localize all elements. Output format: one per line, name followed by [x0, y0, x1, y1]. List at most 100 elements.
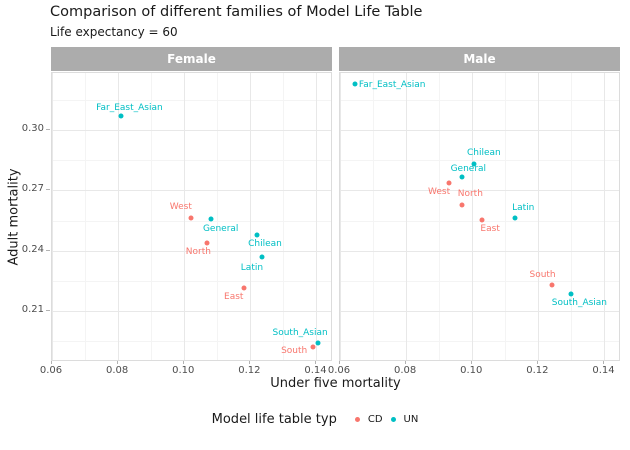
point-label-far_east_asian: Far_East_Asian [96, 103, 163, 114]
x-tick-label: 0.12 [526, 365, 549, 376]
y-tick-label: 0.21 [21, 303, 44, 315]
y-tick-mark [46, 309, 50, 311]
x-axis-title: Under five mortality [270, 376, 401, 391]
gridline-minor-vertical [373, 73, 375, 360]
gridline-major-horizontal [340, 190, 619, 192]
data-point-west [446, 180, 452, 186]
x-tick-label: 0.12 [238, 365, 261, 376]
gridline-minor-vertical [85, 73, 87, 360]
gridline-major-horizontal [340, 310, 619, 312]
data-point-far_east_asian [352, 81, 358, 87]
y-tick-label: 0.30 [21, 123, 44, 135]
point-label-west: West [428, 187, 451, 198]
data-point-general [208, 216, 214, 221]
data-point-east [479, 217, 485, 222]
data-point-south [549, 282, 555, 288]
point-label-north: North [185, 246, 211, 257]
y-tick-mark [46, 129, 50, 131]
x-tick-mark [315, 361, 317, 364]
legend-items: CD UN [347, 414, 419, 425]
gridline-minor-horizontal [52, 100, 331, 102]
gridline-minor-horizontal [52, 220, 331, 222]
x-tick-label: 0.10 [460, 365, 483, 376]
x-tick-mark [405, 361, 407, 364]
x-tick-label: 0.06 [327, 365, 351, 376]
chart-title: Comparison of different families of Mode… [50, 4, 423, 20]
point-label-latin: Latin [240, 262, 264, 273]
facet-strip: Female [51, 47, 332, 71]
x-tick-label: 0.10 [172, 365, 195, 376]
gridline-minor-horizontal [52, 280, 331, 282]
gridline-major-vertical [538, 73, 540, 360]
data-point-chilean [471, 161, 477, 167]
gridline-major-horizontal [52, 250, 331, 252]
gridline-major-vertical [316, 73, 318, 360]
gridline-major-vertical [52, 73, 53, 360]
gridline-major-horizontal [52, 130, 331, 132]
gridline-minor-horizontal [52, 340, 331, 342]
legend-item-label: UN [403, 414, 419, 425]
x-tick-label: 0.06 [39, 365, 63, 376]
point-label-general: General [450, 164, 487, 175]
facet-strip-label: Male [463, 52, 496, 66]
legend: Model life table typ CD UN [0, 412, 630, 427]
chart-subtitle: Life expectancy = 60 [50, 25, 178, 39]
gridline-major-horizontal [52, 190, 331, 192]
x-tick-mark [249, 361, 251, 364]
legend-item-un: UN [390, 414, 419, 425]
facet-strip: Male [339, 47, 620, 71]
facet-panel-male: Far_East_Asian Chilean General West North Eas… [339, 72, 620, 361]
data-point-far_east_asian [118, 113, 124, 119]
point-label-chilean: Chilean [467, 148, 501, 159]
point-label-east: East [480, 223, 500, 234]
point-label-far_east_asian: Far_East_Asian [358, 80, 426, 91]
x-tick-label: 0.08 [393, 365, 417, 376]
point-label-south_asian: South_Asian [272, 327, 328, 338]
gridline-major-vertical [406, 73, 408, 360]
gridline-minor-horizontal [340, 280, 619, 282]
gridline-minor-horizontal [340, 340, 619, 342]
data-point-general [459, 174, 465, 180]
gridline-minor-horizontal [340, 100, 619, 102]
x-tick-mark [603, 361, 605, 364]
point-label-latin: Latin [512, 202, 535, 213]
data-point-chilean [254, 232, 260, 238]
data-point-south [310, 344, 316, 350]
gridline-minor-horizontal [340, 220, 619, 222]
point-label-east: East [224, 291, 244, 302]
y-tick-mark [46, 249, 50, 251]
y-tick-label: 0.24 [21, 243, 44, 255]
gridline-minor-vertical [151, 73, 153, 360]
y-tick-mark [46, 189, 50, 191]
data-point-south_asian [568, 291, 574, 297]
gridline-minor-vertical [439, 73, 441, 360]
gridline-minor-vertical [217, 73, 219, 360]
x-tick-label: 0.14 [592, 365, 615, 376]
legend-dot-un [390, 417, 396, 422]
gridline-major-vertical [340, 73, 341, 360]
gridline-minor-horizontal [340, 160, 619, 162]
x-tick-mark [183, 361, 185, 364]
gridline-major-horizontal [340, 250, 619, 252]
data-point-north [459, 202, 465, 208]
gridline-major-vertical [472, 73, 474, 360]
point-label-north: North [457, 189, 483, 200]
legend-item-cd: CD [354, 414, 383, 425]
data-point-latin [259, 254, 265, 260]
gridline-major-vertical [184, 73, 186, 360]
gridline-major-vertical [250, 73, 252, 360]
point-label-west: West [169, 201, 192, 212]
legend-dot-cd [354, 417, 360, 422]
gridline-minor-vertical [571, 73, 573, 360]
gridline-major-vertical [604, 73, 606, 360]
x-tick-label: 0.14 [304, 365, 327, 376]
gridline-major-horizontal [52, 310, 331, 312]
point-label-south: South [529, 269, 556, 280]
gridline-minor-vertical [505, 73, 507, 360]
gridline-major-horizontal [340, 130, 619, 132]
x-tick-mark [51, 361, 52, 364]
facet-strip-label: Female [167, 52, 216, 66]
legend-title: Model life table typ [211, 412, 337, 427]
data-point-south_asian [315, 340, 321, 346]
